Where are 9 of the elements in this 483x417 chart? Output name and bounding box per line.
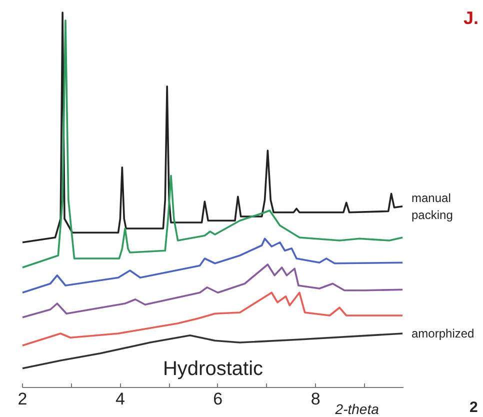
- x-tick-label: 6: [213, 390, 223, 408]
- x-tick-label: 2: [18, 390, 28, 408]
- text: Hydrostatic: [162, 358, 264, 380]
- series-label: manual packing: [412, 190, 453, 222]
- text: J.: [464, 8, 479, 28]
- x-tick-label: 4: [115, 390, 125, 408]
- series-label: amorphized: [412, 326, 474, 340]
- x-axis-title: 2-theta: [334, 400, 380, 417]
- x-tick-label: 8: [310, 390, 320, 408]
